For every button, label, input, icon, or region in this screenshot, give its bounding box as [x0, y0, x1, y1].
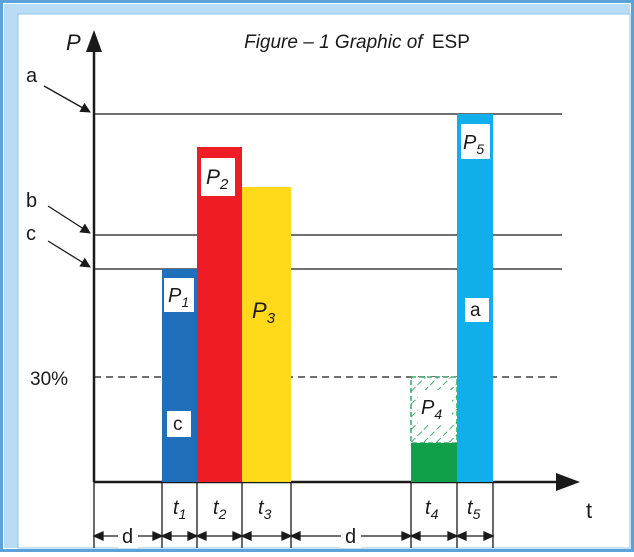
delay-d1: d [118, 524, 138, 548]
dimension-line [92, 530, 495, 542]
svg-text:d: d [122, 526, 133, 548]
level-a-pointer [43, 85, 91, 113]
y-axis-label: P [66, 30, 81, 55]
level-c-letter: c [26, 223, 36, 245]
frame-top-band [4, 4, 630, 14]
tick-t4: t4 [425, 497, 439, 522]
bar-p2 [197, 147, 242, 482]
tick-t1: t1 [173, 497, 186, 522]
level-c-pointer [47, 240, 91, 268]
bar-p3 [242, 187, 291, 482]
figure-title: Figure – 1 Graphic of ESP [244, 32, 470, 53]
tick-t2: t2 [213, 497, 227, 522]
threshold-label: 30% [30, 369, 68, 390]
time-ticks [93, 482, 494, 548]
svg-text:P4: P4 [421, 397, 442, 422]
bar-p1-label: P1 [164, 278, 194, 312]
inner-panel [17, 13, 631, 549]
bar-p1-inner-letter: c [167, 411, 191, 437]
tick-t3: t3 [258, 497, 272, 522]
svg-text:P2: P2 [206, 166, 229, 193]
svg-text:P3: P3 [252, 298, 276, 327]
delay-d2: d [341, 524, 361, 548]
level-a-letter: a [26, 65, 38, 87]
x-axis-label: t [586, 498, 592, 523]
bar-p4-label: P4 [418, 390, 452, 424]
bar-p4-solid [411, 443, 457, 482]
tick-t5: t5 [467, 497, 481, 522]
bar-p5-inner-letter: a [465, 298, 489, 322]
svg-text:d: d [345, 526, 356, 548]
bar-p5-label: P5 [461, 124, 490, 159]
bar-p2-label: P2 [201, 158, 235, 196]
svg-text:P1: P1 [168, 285, 189, 310]
bar-p3-label: P3 [252, 298, 276, 327]
y-axis-arrow [86, 30, 102, 52]
svg-text:c: c [173, 414, 183, 435]
level-b-pointer [47, 205, 91, 234]
svg-text:a: a [470, 300, 481, 321]
x-axis-arrow [556, 473, 580, 491]
frame-left-band [4, 4, 18, 548]
level-b-letter: b [26, 190, 37, 212]
svg-text:P5: P5 [463, 132, 484, 157]
